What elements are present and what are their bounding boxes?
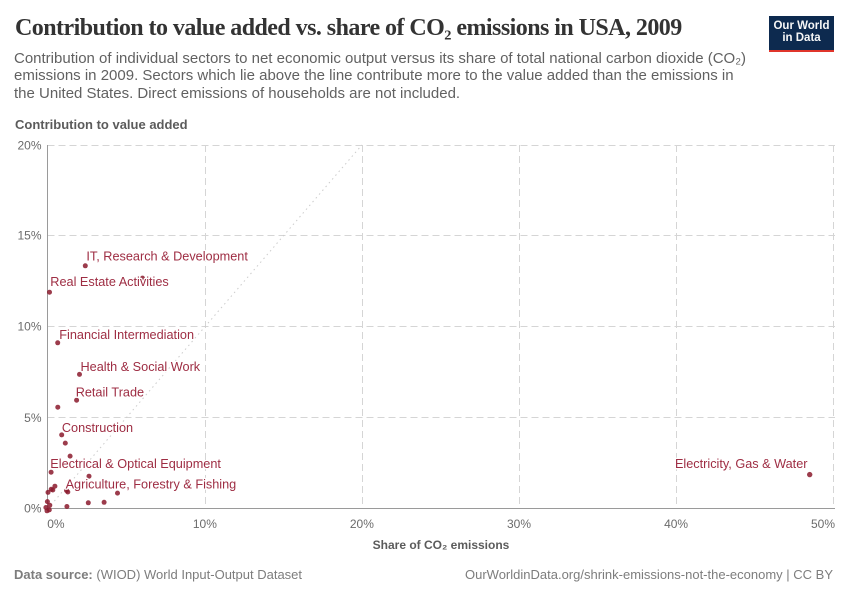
svg-text:Health & Social Work: Health & Social Work bbox=[81, 360, 201, 374]
svg-text:40%: 40% bbox=[664, 517, 688, 531]
svg-text:5%: 5% bbox=[24, 411, 42, 425]
svg-text:Real Estate Activities: Real Estate Activities bbox=[50, 275, 168, 289]
svg-text:15%: 15% bbox=[17, 229, 41, 243]
svg-text:0%: 0% bbox=[47, 517, 65, 531]
svg-text:0%: 0% bbox=[24, 502, 42, 516]
svg-text:30%: 30% bbox=[507, 517, 531, 531]
svg-text:Retail Trade: Retail Trade bbox=[76, 386, 144, 400]
svg-text:10%: 10% bbox=[193, 517, 217, 531]
svg-text:50%: 50% bbox=[811, 517, 835, 531]
svg-text:Contribution to value added: Contribution to value added bbox=[15, 117, 188, 132]
svg-text:Construction: Construction bbox=[62, 421, 133, 435]
svg-text:Share of CO₂ emissions: Share of CO₂ emissions bbox=[373, 538, 510, 552]
svg-text:20%: 20% bbox=[350, 517, 374, 531]
svg-text:Electrical & Optical Equipment: Electrical & Optical Equipment bbox=[50, 457, 221, 471]
svg-text:Financial Intermediation: Financial Intermediation bbox=[59, 328, 194, 342]
svg-text:Electricity, Gas & Water: Electricity, Gas & Water bbox=[675, 457, 808, 471]
svg-text:Agriculture, Forestry & Fishin: Agriculture, Forestry & Fishing bbox=[66, 477, 237, 491]
svg-text:20%: 20% bbox=[17, 138, 41, 152]
svg-text:IT, Research & Development: IT, Research & Development bbox=[86, 249, 248, 263]
svg-text:10%: 10% bbox=[17, 320, 41, 334]
